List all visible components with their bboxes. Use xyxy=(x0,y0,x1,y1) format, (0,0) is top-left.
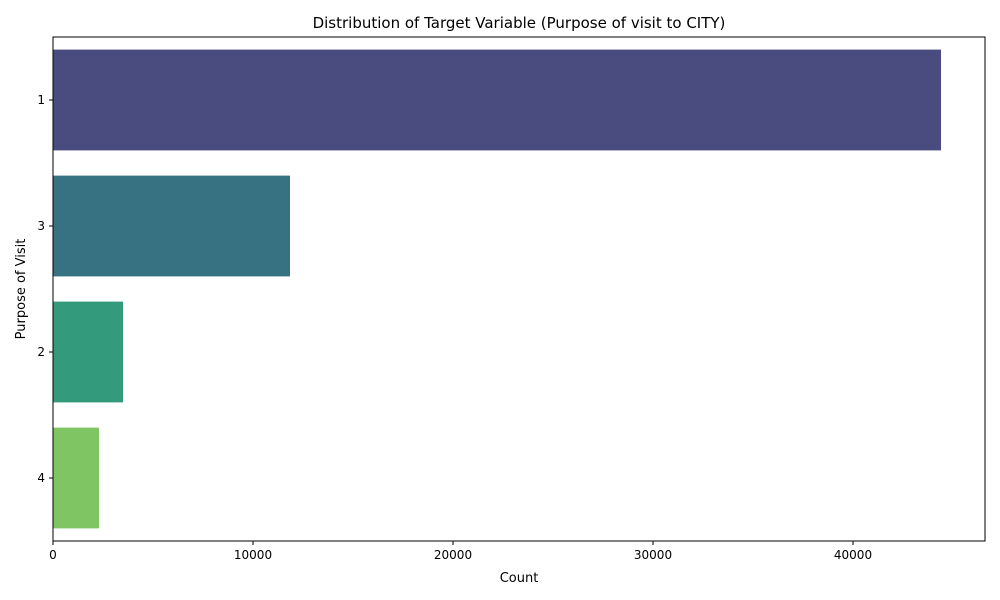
x-tick-label-30000: 30000 xyxy=(634,548,672,562)
bar-1 xyxy=(53,49,941,151)
y-axis-label: Purpose of Visit xyxy=(14,239,29,340)
bar-3 xyxy=(53,175,290,277)
y-tick-label-4: 4 xyxy=(37,471,45,485)
bars-group xyxy=(53,49,941,529)
x-axis-ticks: 0 10000 20000 30000 40000 xyxy=(49,541,872,562)
y-tick-label-1: 1 xyxy=(37,93,45,107)
y-axis-ticks: 1 3 2 4 xyxy=(37,93,53,485)
x-axis-label: Count xyxy=(500,571,539,586)
x-tick-label-10000: 10000 xyxy=(234,548,272,562)
chart-title: Distribution of Target Variable (Purpose… xyxy=(313,14,726,32)
plot-frame xyxy=(52,36,986,542)
x-tick-label-0: 0 xyxy=(49,548,57,562)
y-tick-label-3: 3 xyxy=(37,219,45,233)
x-tick-label-20000: 20000 xyxy=(434,548,472,562)
bar-2 xyxy=(53,301,123,403)
bar-4 xyxy=(53,427,99,529)
x-tick-label-40000: 40000 xyxy=(834,548,872,562)
y-tick-label-2: 2 xyxy=(37,345,45,359)
